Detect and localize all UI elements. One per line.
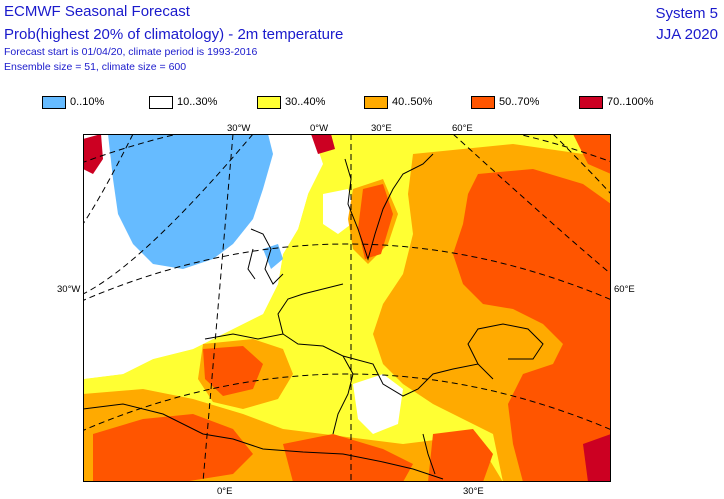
legend-swatch — [471, 96, 495, 109]
shade-0-10 — [108, 134, 273, 269]
shade-50-70 — [283, 434, 413, 482]
coastlines — [83, 153, 544, 480]
right-axis-60e-label: 60°E — [614, 284, 635, 295]
shade-50-70 — [428, 429, 493, 482]
shade-0-10 — [263, 244, 283, 269]
legend-label: 10..30% — [177, 96, 218, 108]
top-axis-30e-label: 30°E — [371, 123, 392, 134]
shade-50-70 — [453, 169, 611, 482]
shade-70-100 — [583, 434, 611, 482]
legend-label: 30..40% — [285, 96, 326, 108]
forecast-info: Forecast start is 01/04/20, climate peri… — [4, 46, 258, 58]
probability-map — [83, 134, 611, 482]
legend-swatch — [257, 96, 281, 109]
system-info: System 5 JJA 2020 — [655, 3, 718, 45]
ensemble-info: Ensemble size = 51, climate size = 600 — [4, 61, 187, 73]
top-axis-60e-label: 60°E — [452, 123, 473, 134]
shade-50-70 — [93, 414, 253, 482]
map-title: ECMWF Seasonal Forecast — [4, 3, 190, 20]
legend-label: 0..10% — [70, 96, 105, 108]
bottom-axis-30e-label: 30°E — [463, 486, 484, 497]
system-label: System 5 — [655, 5, 718, 22]
map-subtitle: Prob(highest 20% of climatology) - 2m te… — [4, 26, 344, 43]
legend-swatch — [42, 96, 66, 109]
top-axis-0-label: 0°W — [310, 123, 329, 134]
shade-50-70 — [203, 346, 263, 396]
bottom-axis-0-label: 0°E — [217, 486, 233, 497]
shade-50-70 — [573, 134, 611, 174]
legend-swatch — [149, 96, 173, 109]
graticule — [83, 134, 611, 482]
legend-label: 50..70% — [499, 96, 540, 108]
shade-70-100 — [311, 134, 335, 154]
legend-swatch — [364, 96, 388, 109]
legend-swatch — [579, 96, 603, 109]
left-axis-30w-label: 30°W — [57, 284, 81, 295]
map-frame — [83, 134, 611, 482]
shade-50-70 — [358, 184, 393, 259]
shade-70-100 — [83, 134, 103, 174]
top-axis-30w-label: 30°W — [227, 123, 251, 134]
legend: 0..10% 10..30% 30..40% 40..50% 50..70% 7… — [0, 96, 724, 110]
season-label: JJA 2020 — [656, 26, 718, 43]
legend-label: 70..100% — [607, 96, 654, 108]
legend-label: 40..50% — [392, 96, 433, 108]
